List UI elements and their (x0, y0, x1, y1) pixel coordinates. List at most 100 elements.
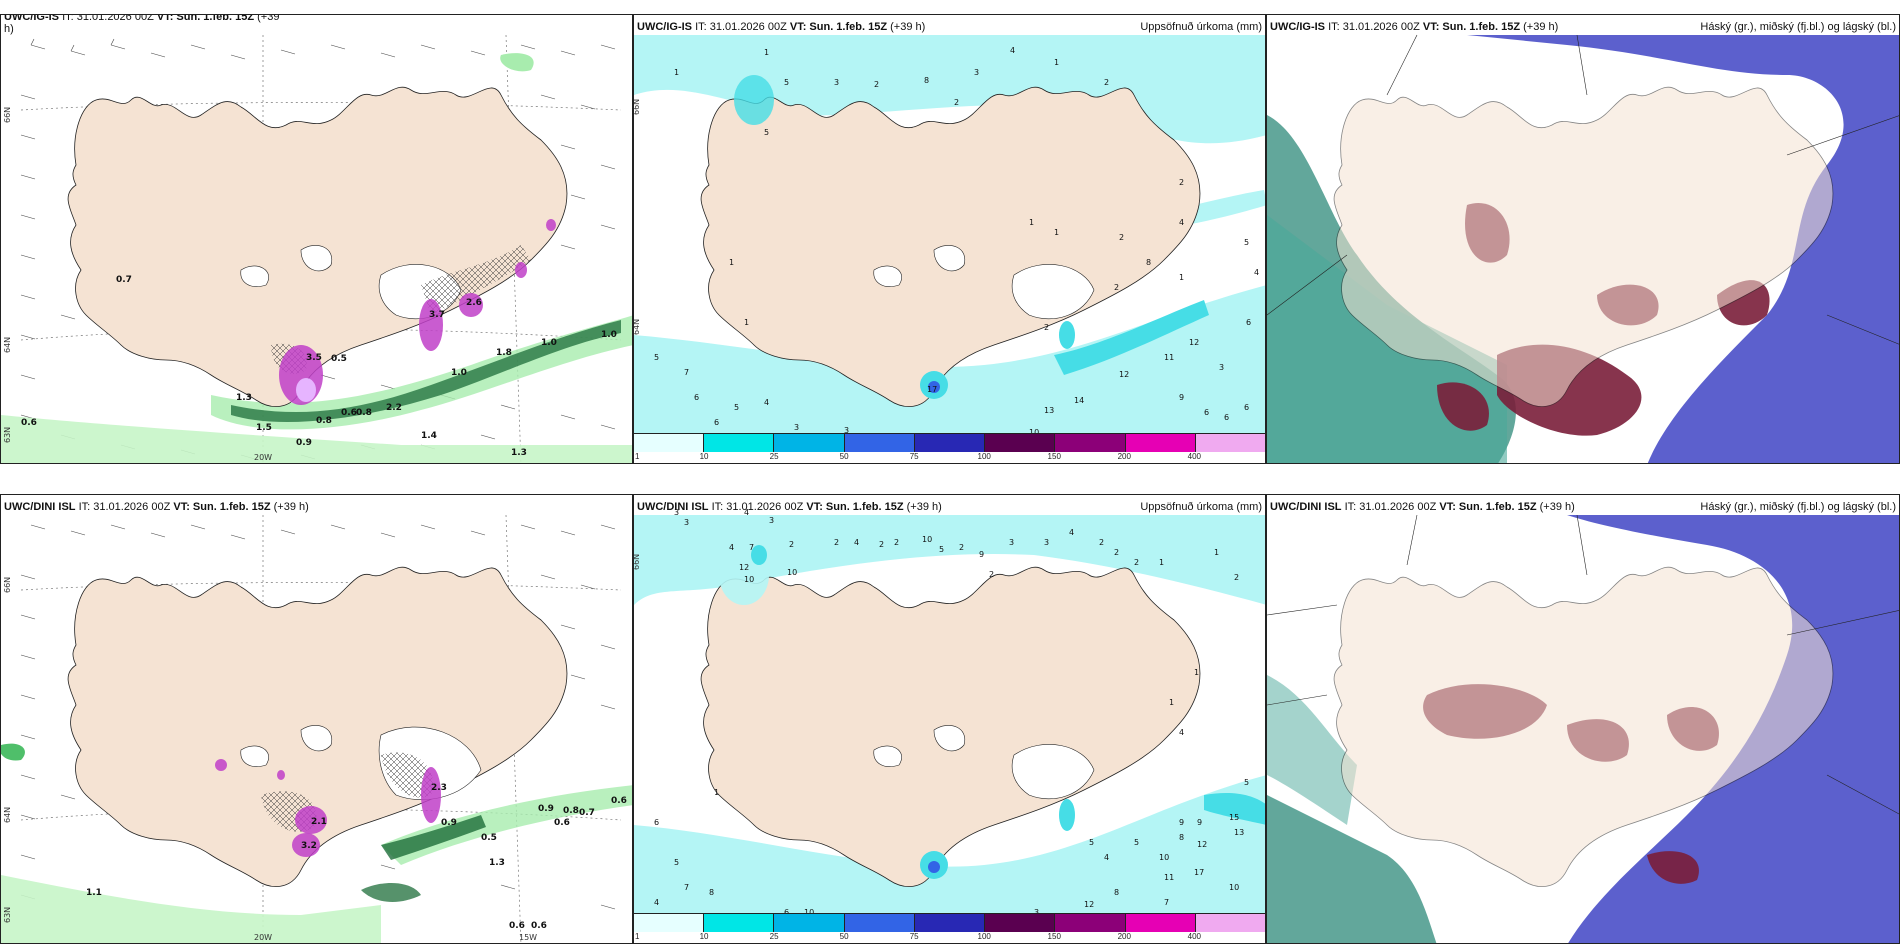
value-label: 2 (834, 538, 839, 547)
value-label: 1 (1054, 58, 1059, 67)
value-label: 2 (959, 543, 964, 552)
value-label: 7 (684, 883, 689, 892)
panel-title: UWC/IG-IS IT: 31.01.2026 00Z VT: Sun. 1.… (1270, 21, 1559, 33)
value-label: 2 (1134, 558, 1139, 567)
lat-label: 63N (3, 906, 12, 923)
colorbar-segment (774, 434, 845, 452)
value-label: 15 (1229, 813, 1239, 822)
value-label: 2 (1119, 233, 1124, 242)
value-label: 12 (1189, 338, 1199, 347)
lon-label: 20W (254, 933, 273, 942)
precip-map: 1 1 5 3 2 8 3 4 1 2 2 1 1 2 2 5 4 4 6 6 … (634, 35, 1265, 437)
value-label: 10 (1229, 883, 1239, 892)
value-label: 6 (1246, 318, 1251, 327)
map-panel-bottom-middle: UWC/DINI ISL IT: 31.01.2026 00Z VT: Sun.… (633, 494, 1266, 944)
value-label: 12 (1119, 370, 1129, 379)
value-label: 1.8 (496, 348, 512, 358)
value-label: 4 (1010, 46, 1015, 55)
value-label: 1.0 (541, 338, 557, 348)
value-label: 12 (1197, 840, 1207, 849)
value-label: 4 (1179, 728, 1184, 737)
value-label: 2 (954, 98, 959, 107)
colorbar-segment (985, 914, 1056, 932)
value-label: 10 (744, 575, 754, 584)
value-label: 11 (1164, 353, 1174, 362)
colorbar (634, 913, 1265, 932)
value-label: 6 (784, 908, 789, 917)
value-label: 0.6 (611, 796, 627, 806)
colorbar-segment (634, 434, 705, 452)
precip-map: 3 3 4 3 2 4 7 12 10 10 2 4 2 2 10 5 2 9 … (634, 508, 1265, 917)
value-label: 0.8 (563, 806, 579, 816)
colorbar-segment (1055, 914, 1126, 932)
value-label: 3.5 (306, 353, 322, 363)
value-label: 6 (654, 818, 659, 827)
lon-label: 15W (519, 933, 538, 942)
value-label: 4 (854, 538, 859, 547)
panel-title: UWC/IG-IS IT: 31.01.2026 00Z VT: Sun. 1.… (637, 21, 926, 33)
panel-subtitle: Uppsöfnuð úrkoma (mm) (1140, 21, 1262, 33)
colorbar-segment (1055, 434, 1126, 452)
map-panel-top-middle: UWC/IG-IS IT: 31.01.2026 00Z VT: Sun. 1.… (633, 14, 1266, 464)
value-label: 3.7 (429, 310, 445, 320)
value-label: 4 (729, 543, 734, 552)
value-label: 2.6 (466, 298, 482, 308)
value-label: 7 (684, 368, 689, 377)
value-label: 5 (1244, 778, 1249, 787)
value-label: 7 (749, 543, 754, 552)
lat-label: 64N (3, 806, 12, 823)
value-label: 3 (974, 68, 979, 77)
wind-precip-map: 0.7 3.5 0.5 1.0 1.0 1.8 1.0 2.2 0.6 0.8 … (1, 34, 632, 463)
colorbar-labels: 1 10 25 50 75 100 150 200 400 (635, 932, 1201, 941)
value-label: 0.9 (441, 818, 457, 828)
value-label: 9 (1179, 818, 1184, 827)
value-label: 0.9 (538, 804, 554, 814)
value-label: 13 (1044, 406, 1054, 415)
value-label: 10 (787, 568, 797, 577)
value-label: 0.6 (554, 818, 570, 828)
value-label: 0.6 (531, 921, 547, 931)
map-panel-top-right: UWC/IG-IS IT: 31.01.2026 00Z VT: Sun. 1.… (1266, 14, 1900, 464)
value-label: 1.5 (256, 423, 272, 433)
value-label: 3.2 (301, 841, 317, 851)
value-label: 1.3 (236, 393, 252, 403)
value-label: 10 (1029, 428, 1039, 437)
value-label: 2 (874, 80, 879, 89)
value-label: 12 (1084, 900, 1094, 909)
value-label: 5 (939, 545, 944, 554)
value-label: 2 (1114, 548, 1119, 557)
value-label: 4 (1069, 528, 1074, 537)
colorbar (634, 433, 1265, 452)
value-label: 17 (927, 385, 937, 394)
value-label: 0.8 (356, 408, 372, 418)
value-label: 1.3 (489, 858, 505, 868)
colorbar-segment (774, 914, 845, 932)
value-label: 14 (1074, 396, 1084, 405)
value-label: 5 (674, 858, 679, 867)
map-panel-bottom-left: UWC/DINI ISL IT: 31.01.2026 00Z VT: Sun.… (0, 494, 633, 944)
value-label: 6 (694, 393, 699, 402)
panel-title: UWC/DINI ISL IT: 31.01.2026 00Z VT: Sun.… (637, 501, 942, 513)
value-label: 4 (744, 508, 749, 517)
value-label: 3 (674, 508, 679, 517)
cloud-map (1267, 34, 1899, 463)
lat-label: 64N (3, 336, 12, 353)
value-label: 3 (1219, 363, 1224, 372)
value-label: 1 (1159, 558, 1164, 567)
map-panel-top-left: UWC/IG-IS IT: 31.01.2026 00Z VT: Sun. 1.… (0, 14, 633, 464)
value-label: 2 (1234, 573, 1239, 582)
value-label: 2.3 (431, 783, 447, 793)
value-label: 5 (764, 128, 769, 137)
value-label: 1.0 (601, 330, 617, 340)
value-label: 2 (1104, 78, 1109, 87)
lat-label: 66N (633, 553, 641, 570)
value-label: 1.1 (86, 888, 102, 898)
value-label: 0.6 (341, 408, 357, 418)
value-label: 0.9 (296, 438, 312, 448)
value-label: 1.3 (511, 448, 527, 458)
colorbar-segment (985, 434, 1056, 452)
lat-label: 63N (3, 426, 12, 443)
value-label: 5 (784, 78, 789, 87)
value-label: 10 (1159, 853, 1169, 862)
value-label: 1 (1179, 273, 1184, 282)
